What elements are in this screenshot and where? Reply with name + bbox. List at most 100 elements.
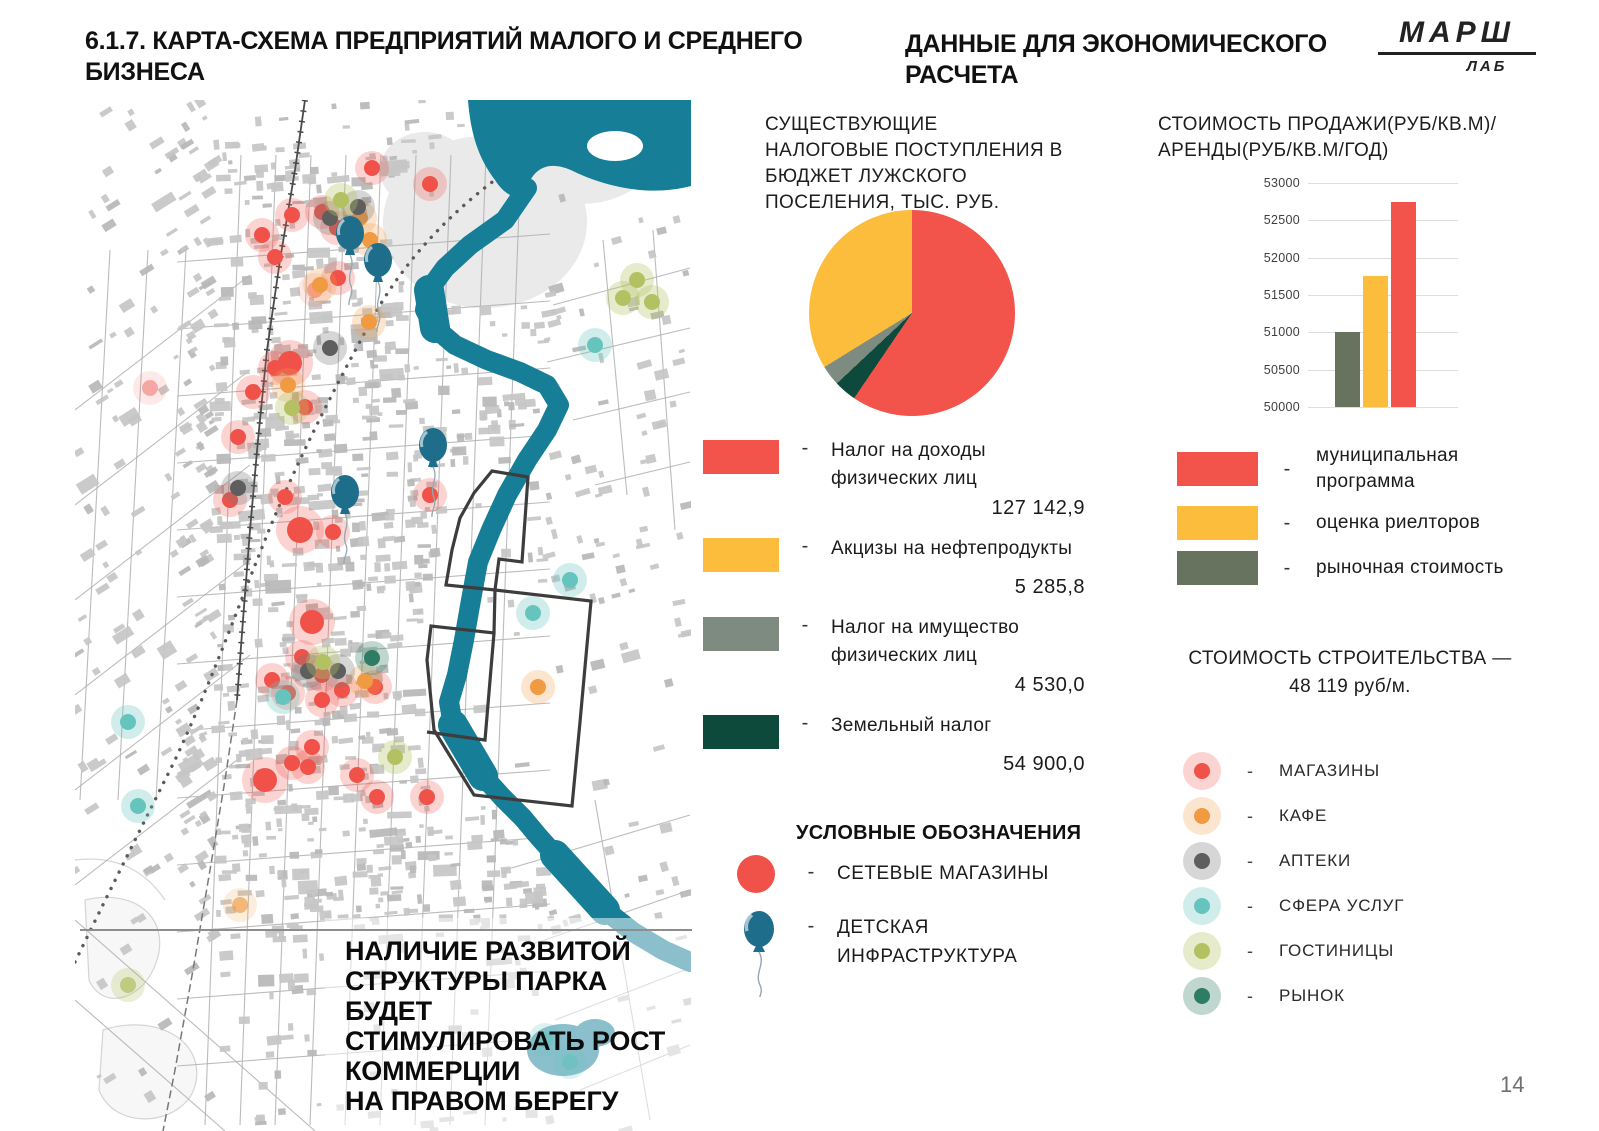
legend-swatch [1177,506,1258,540]
legend-dash: - [801,614,809,636]
legend-label: рыночная стоимость [1316,557,1504,578]
pie-title-line: СУЩЕСТВУЮЩИЕ [765,114,938,135]
legend-label: Налог на имущество физических лиц [831,617,1020,666]
magaziny-dot-icon [1183,752,1221,790]
map-balloons [331,216,447,565]
bar-title-line: СТОИМОСТЬ ПРОДАЖИ(РУБ/КВ.М)/ [1158,114,1497,135]
legend-dash: - [1283,511,1291,534]
map-dot-magaziny [276,506,324,554]
map-dot-kafe [348,664,382,698]
gostinitsy-dot-icon [1183,932,1221,970]
logo-line1: МАРШ [1378,16,1536,55]
map-dot-magaziny [295,730,329,764]
legend-swatch [1177,452,1258,486]
map-annotation-line: СТИМУЛИРОВАТЬ РОСТ [345,1026,666,1056]
map-dot-apteki [313,331,347,365]
bar-chart-legend: - муниципальная программа - оценка риелторо… [1177,443,1597,596]
map-dot-gostinitsy [111,968,145,1002]
bar-chart-title: СТОИМОСТЬ ПРОДАЖИ(РУБ/КВ.М)/ АРЕНДЫ(РУБ/… [1158,112,1599,164]
legend-dash: - [807,915,815,937]
chain-store-dot-icon [737,855,775,893]
legend-label: ДЕТСКАЯ ИНФРАСТРУКТУРА [837,917,1018,967]
symbols-legend-item: - ДЕТСКАЯ ИНФРАСТРУКТУРА [737,909,1097,997]
bar-legend-item: - оценка риелторов [1177,506,1597,540]
map-dot-gostinitsy [306,645,340,679]
map-dot-magaziny [275,198,309,232]
pie-title-line: БЮДЖЕТ ЛУЖСКОГО [765,166,968,187]
economic-section-title: ДАННЫЕ ДЛЯ ЭКОНОМИЧЕСКОГО РАСЧЕТА [905,30,1327,89]
legend-dash: - [1247,895,1253,916]
bar-legend-item: - муниципальная программа [1177,443,1597,495]
bar-муниципальная программа [1391,201,1416,407]
map-annotation: НАЛИЧИЕ РАЗВИТОЙ СТРУКТУРЫ ПАРКА БУДЕТ С… [345,936,705,1116]
bar-y-tick: 51000 [1263,325,1300,340]
map-dot-magaziny [255,663,289,697]
map-balloon-icon [419,428,447,518]
legend-swatch [703,440,779,474]
map-dot-magaziny [236,375,270,409]
map-balloon-icon [331,475,359,565]
bar-gridline [1308,220,1458,222]
legend-label: Земельный налог [831,715,992,736]
map-dot-kafe [303,268,337,302]
pie-legend: - Налог на доходы физических лиц 127 142,9… [703,437,1085,791]
map-dot-magaziny [258,240,292,274]
poi-legend-item-sfera_uslug: - СФЕРА УСЛУГ [1183,887,1563,925]
bar-рыночная стоимость [1335,332,1360,407]
map-dot-kafe [521,670,555,704]
bar-gridline [1308,183,1458,184]
legend-value: 54 900,0 [1003,753,1085,775]
map-dot-magaziny [305,683,339,717]
bar-title-line: АРЕНДЫ(РУБ/КВ.М/ГОД) [1158,140,1389,161]
map-dot-gostinitsy [635,285,669,319]
construction-cost-line2: 48 119 руб/м. [1289,676,1411,697]
bar-y-tick: 52000 [1263,250,1300,265]
legend-swatch [703,538,779,572]
legend-label: МАГАЗИНЫ [1279,761,1380,780]
legend-label: оценка риелторов [1316,512,1481,533]
map-dot-sfera_uslug [266,680,300,714]
legend-label: муниципальная программа [1316,445,1459,492]
map-dot-gostinitsy [606,281,640,315]
map-annotation-line: КОММЕРЦИИ [345,1056,521,1086]
pie-title-line: НАЛОГОВЫЕ ПОСТУПЛЕНИЯ В [765,140,1063,161]
legend-dash: - [1283,556,1291,579]
legend-dash: - [1247,805,1253,826]
map-dot-magaziny [291,750,325,784]
map-dot-magaziny [289,599,335,645]
map-railway [162,100,308,1131]
city-map [75,100,691,1131]
poi-legend-item-rynok: - РЫНОК [1183,977,1563,1015]
legend-value: 5 285,8 [1014,576,1085,598]
map-dot-magaziny [360,780,394,814]
legend-label: АПТЕКИ [1279,851,1352,870]
sfera_uslug-dot-icon [1183,887,1221,925]
pie-legend-item: - Земельный налог 54 900,0 [703,712,1085,778]
poi-legend-item-magaziny: - МАГАЗИНЫ [1183,752,1563,790]
map-fade-overlay [325,918,691,1131]
page-title: 6.1.7. КАРТА-СХЕМА ПРЕДПРИЯТИЙ МАЛОГО И … [85,27,803,86]
map-balloon-icon [336,216,364,306]
legend-dash: - [1247,850,1253,871]
map-annotation-line: НА ПРАВОМ БЕРЕГУ [345,1086,619,1116]
legend-label: СФЕРА УСЛУГ [1279,896,1405,915]
kafe-dot-icon [1183,797,1221,835]
map-dot-sfera_uslug [578,328,612,362]
map-dot-magaziny [410,780,444,814]
rynok-dot-icon [1183,977,1221,1015]
map-dot-gostinitsy [275,391,309,425]
pie-legend-item: - Акцизы на нефтепродукты 5 285,8 [703,535,1085,601]
map-dot-magaziny [221,420,255,454]
map-divider-line [80,929,692,931]
legend-label: Налог на доходы физических лиц [831,440,986,489]
symbols-legend-item: - СЕТЕВЫЕ МАГАЗИНЫ [737,855,1097,893]
map-dot-apteki [341,190,375,224]
map-dot-magaziny [321,261,355,295]
map-dot-magaziny [413,478,447,512]
map-dot-gostinitsy [378,740,412,774]
construction-cost-line1: СТОИМОСТЬ СТРОИТЕЛЬСТВА — [1188,648,1512,669]
map-dot-magaziny [355,151,389,185]
map-dot-sfera_uslug [516,596,550,630]
bar-y-tick: 50500 [1263,362,1300,377]
